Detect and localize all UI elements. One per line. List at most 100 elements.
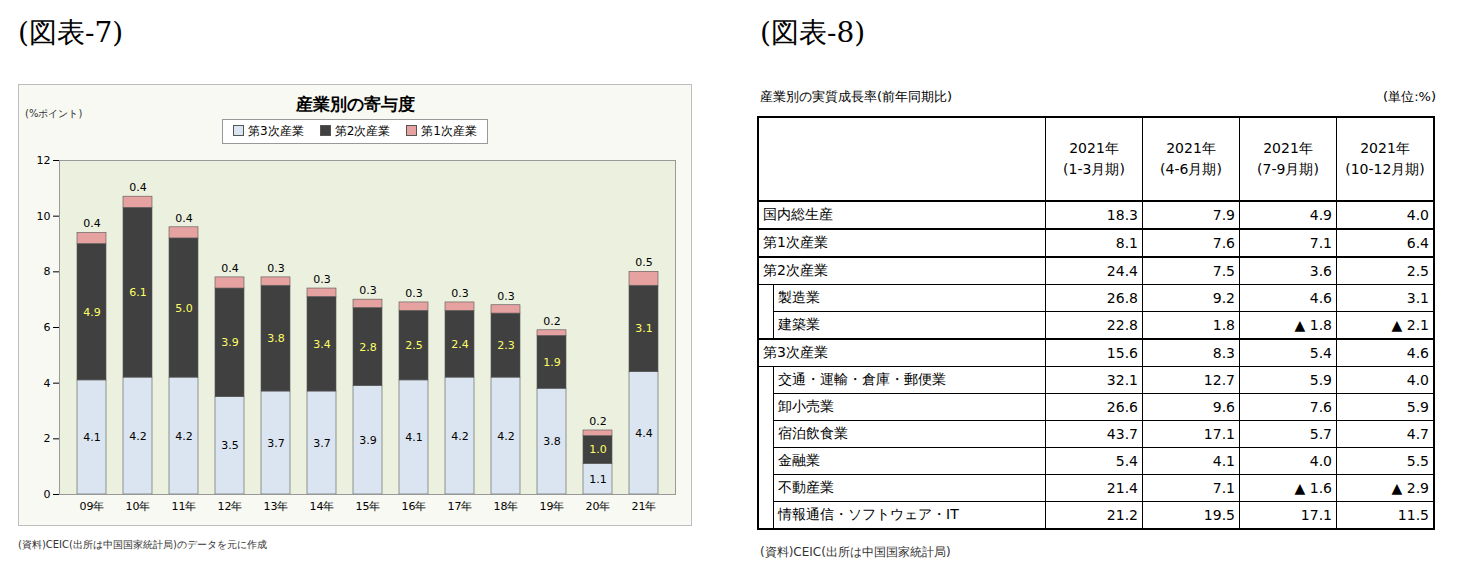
svg-text:0.4: 0.4 — [221, 262, 239, 275]
html-text:2021年: 2021年 — [1360, 140, 1410, 156]
svg-text:4.2: 4.2 — [497, 430, 515, 443]
svg-text:5.0: 5.0 — [175, 302, 193, 315]
svg-text:12: 12 — [37, 154, 51, 167]
html-text:4.0: 4.0 — [1406, 207, 1429, 223]
svg-text:3.4: 3.4 — [313, 338, 331, 351]
svg-text:1.1: 1.1 — [589, 473, 607, 486]
html-text:製造業: 製造業 — [778, 289, 820, 305]
html-text:(7-9月期): (7-9月期) — [1257, 161, 1319, 177]
svg-text:21年: 21年 — [632, 500, 657, 513]
svg-text:15年: 15年 — [356, 500, 381, 513]
html-text:(図表-7): (図表-7) — [18, 16, 124, 49]
svg-text:2.8: 2.8 — [359, 341, 377, 354]
svg-text:10: 10 — [37, 210, 51, 223]
svg-text:3.9: 3.9 — [359, 434, 377, 447]
svg-text:3.5: 3.5 — [221, 439, 239, 452]
html-text:国内総生産: 国内総生産 — [763, 206, 833, 222]
svg-text:1.9: 1.9 — [543, 356, 561, 369]
html-text:6.4: 6.4 — [1406, 235, 1429, 251]
svg-text:0.3: 0.3 — [497, 290, 515, 303]
html-text:▲ 1.8: ▲ 1.8 — [1294, 317, 1332, 333]
html-text:2021年: 2021年 — [1166, 140, 1216, 156]
html-text:24.4: 24.4 — [1106, 263, 1138, 279]
svg-text:4.2: 4.2 — [175, 430, 193, 443]
svg-text:2.4: 2.4 — [451, 338, 469, 351]
html-text:7.5: 7.5 — [1212, 263, 1235, 279]
svg-text:18年: 18年 — [494, 500, 519, 513]
svg-text:0.4: 0.4 — [83, 217, 101, 230]
svg-text:09年: 09年 — [80, 500, 105, 513]
svg-text:0.3: 0.3 — [313, 273, 331, 286]
svg-text:2: 2 — [44, 432, 51, 445]
html-text:5.4: 5.4 — [1309, 345, 1332, 361]
svg-text:1.0: 1.0 — [589, 443, 607, 456]
html-text:9.2: 9.2 — [1212, 290, 1235, 306]
svg-text:0.3: 0.3 — [359, 284, 377, 297]
svg-text:10年: 10年 — [126, 500, 151, 513]
svg-text:16年: 16年 — [402, 500, 427, 513]
html-text:2021年: 2021年 — [1263, 140, 1313, 156]
svg-text:3.7: 3.7 — [267, 437, 285, 450]
svg-text:4.4: 4.4 — [635, 427, 653, 440]
svg-text:3.8: 3.8 — [543, 435, 561, 448]
html-text:18.3: 18.3 — [1106, 207, 1138, 223]
svg-text:14年: 14年 — [310, 500, 335, 513]
svg-text:4.1: 4.1 — [405, 431, 423, 444]
html-text:(4-6月期): (4-6月期) — [1160, 161, 1222, 177]
html-text:1.8: 1.8 — [1212, 317, 1235, 333]
html-text:8.1: 8.1 — [1115, 235, 1138, 251]
svg-text:0.3: 0.3 — [267, 262, 285, 275]
html-text:第3次産業: 第3次産業 — [763, 344, 828, 360]
svg-text:20年: 20年 — [586, 500, 611, 513]
html-text:3.1: 3.1 — [1406, 290, 1429, 306]
svg-text:2.3: 2.3 — [497, 339, 515, 352]
svg-text:4.2: 4.2 — [129, 430, 147, 443]
html-text:第1次産業: 第1次産業 — [763, 234, 828, 250]
html-text:7.1: 7.1 — [1309, 235, 1332, 251]
svg-text:8: 8 — [44, 265, 51, 278]
html-text:2.5: 2.5 — [1406, 263, 1429, 279]
html-text:7.6: 7.6 — [1212, 235, 1235, 251]
html-text:22.8: 22.8 — [1106, 317, 1138, 333]
svg-text:0.3: 0.3 — [451, 287, 469, 300]
svg-text:11年: 11年 — [172, 500, 197, 513]
html-text:4.9: 4.9 — [1309, 207, 1332, 223]
svg-text:3.8: 3.8 — [267, 332, 285, 345]
html-text:7.9: 7.9 — [1212, 207, 1235, 223]
html-text:3.6: 3.6 — [1309, 263, 1332, 279]
svg-text:13年: 13年 — [264, 500, 289, 513]
svg-text:12年: 12年 — [218, 500, 243, 513]
html-text:8.3: 8.3 — [1212, 345, 1235, 361]
html-text:第2次産業: 第2次産業 — [763, 262, 828, 278]
svg-text:3.7: 3.7 — [313, 437, 331, 450]
html-text:産業別の寄与度: 産業別の寄与度 — [295, 94, 415, 114]
svg-text:4: 4 — [44, 377, 51, 390]
html-text:(10-12月期): (10-12月期) — [1345, 161, 1425, 177]
svg-text:0: 0 — [44, 488, 51, 501]
svg-text:3.1: 3.1 — [635, 322, 653, 335]
svg-text:0.4: 0.4 — [175, 212, 193, 225]
html-text:(図表-8): (図表-8) — [760, 16, 866, 49]
svg-text:0.3: 0.3 — [405, 287, 423, 300]
svg-text:0.5: 0.5 — [635, 256, 653, 269]
svg-text:3.9: 3.9 — [221, 336, 239, 349]
html-text:2021年: 2021年 — [1069, 140, 1119, 156]
svg-text:4.9: 4.9 — [83, 306, 101, 319]
svg-text:6: 6 — [44, 321, 51, 334]
svg-text:17年: 17年 — [448, 500, 473, 513]
svg-text:2.5: 2.5 — [405, 339, 423, 352]
svg-text:0.2: 0.2 — [589, 415, 607, 428]
svg-text:6.1: 6.1 — [129, 286, 147, 299]
html-text:15.6: 15.6 — [1106, 345, 1138, 361]
svg-text:0.4: 0.4 — [129, 181, 147, 194]
html-text:4.6: 4.6 — [1406, 345, 1429, 361]
svg-text:4.2: 4.2 — [451, 430, 469, 443]
html-text:26.8: 26.8 — [1106, 290, 1138, 306]
html-text:建築業: 建築業 — [778, 316, 820, 332]
html-text:4.6: 4.6 — [1309, 290, 1332, 306]
html-text:▲ 2.1: ▲ 2.1 — [1391, 317, 1429, 333]
svg-text:19年: 19年 — [540, 500, 565, 513]
html-text:(1-3月期): (1-3月期) — [1063, 161, 1125, 177]
svg-text:4.1: 4.1 — [83, 431, 101, 444]
svg-text:0.2: 0.2 — [543, 315, 561, 328]
